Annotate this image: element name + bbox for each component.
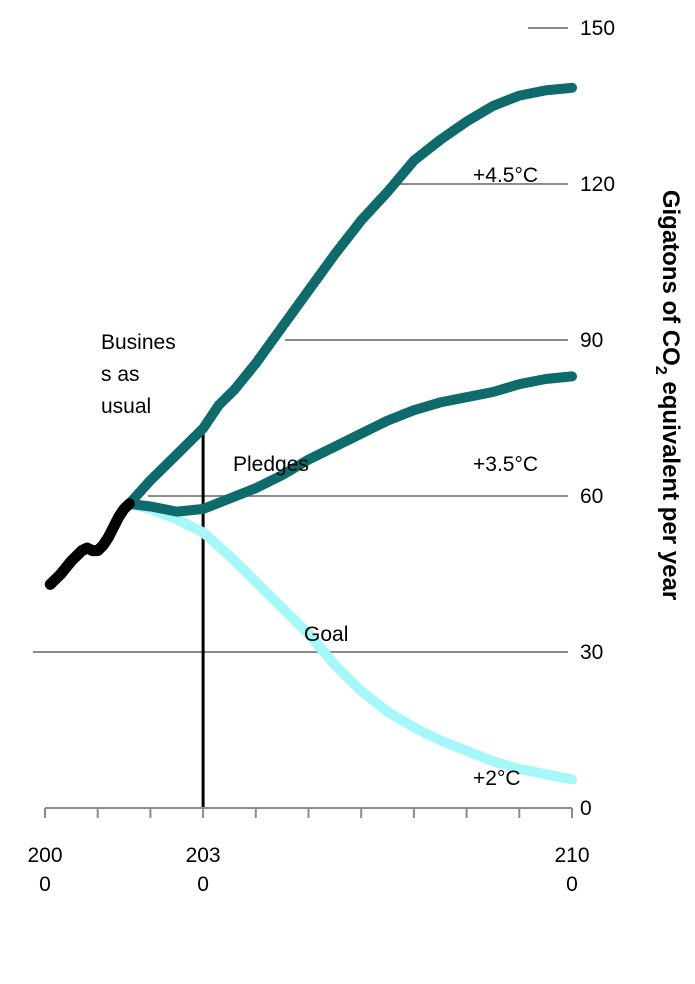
y-tick-label: 120 bbox=[580, 173, 615, 196]
label-4-5c: +4.5°C bbox=[473, 164, 538, 187]
x-tick-label: 203 0 bbox=[186, 844, 221, 896]
label-pledges: Pledges bbox=[233, 453, 309, 476]
series-line-historical bbox=[44, 498, 135, 590]
y-axis-title-suffix: equivalent per year bbox=[657, 375, 684, 600]
gridlines bbox=[33, 27, 568, 653]
y-axis-title: Gigatons of CO2 equivalent per year bbox=[652, 190, 684, 600]
y-axis: 150 120 90 60 30 0 bbox=[580, 17, 615, 820]
label-goal: Goal bbox=[304, 623, 348, 646]
x-tick-label: 210 0 bbox=[554, 844, 589, 896]
x-axis: 200 0 203 0 210 0 bbox=[27, 807, 590, 896]
series-line-goal bbox=[124, 498, 577, 785]
y-tick-label: 30 bbox=[580, 641, 603, 664]
x-tick-label: 200 0 bbox=[27, 844, 62, 896]
y-tick-label: 90 bbox=[580, 329, 603, 352]
label-business-as-usual: Busines s as usual bbox=[101, 331, 176, 418]
series-line-pledges bbox=[124, 371, 577, 517]
series-layer bbox=[44, 82, 577, 785]
series-line-business-as-usual bbox=[124, 82, 577, 509]
label-3-5c: +3.5°C bbox=[473, 453, 538, 476]
annotations: Busines s as usual Pledges Goal +4.5°C +3.5°C +… bbox=[101, 164, 538, 790]
y-tick-label: 60 bbox=[580, 485, 603, 508]
y-axis-title-main: Gigatons of CO bbox=[657, 190, 684, 366]
label-2c: +2°C bbox=[473, 767, 521, 790]
y-tick-label: 0 bbox=[580, 797, 592, 820]
y-tick-label: 150 bbox=[580, 17, 615, 40]
y-axis-title-subscript: 2 bbox=[652, 366, 669, 375]
